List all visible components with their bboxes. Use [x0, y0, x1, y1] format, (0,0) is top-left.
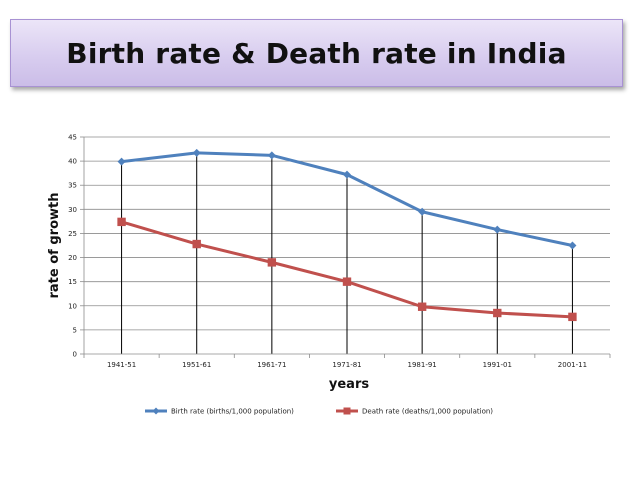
series-point-diamond	[493, 225, 502, 234]
y-tick-label: 15	[68, 278, 77, 286]
y-tick-label: 0	[73, 351, 77, 359]
y-tick-label: 5	[73, 326, 77, 334]
series-point-diamond	[343, 170, 351, 179]
x-tick-label: 2001-11	[558, 361, 587, 369]
y-tick-label: 25	[68, 230, 77, 238]
series-point-square	[342, 277, 352, 286]
series-point-square	[493, 308, 502, 318]
y-axis-title: rate of growth	[47, 193, 62, 299]
series-point-diamond	[152, 407, 160, 415]
series-point-square	[117, 217, 126, 227]
y-tick-label: 20	[68, 254, 77, 262]
x-tick-label: 1951-61	[182, 361, 211, 369]
legend-label: Birth rate (births/1,000 population)	[171, 408, 294, 416]
y-tick-label: 30	[68, 206, 77, 214]
series-point-square	[267, 258, 277, 267]
x-tick-label: 1991-01	[483, 361, 512, 369]
series-point-diamond	[568, 241, 577, 250]
y-tick-label: 40	[68, 158, 77, 166]
series-point-square	[417, 302, 427, 311]
page-title: Birth rate & Death rate in India	[66, 36, 567, 70]
chart-drop-lines	[121, 152, 573, 354]
chart-legend: Birth rate (births/1,000 population) Deat…	[145, 407, 493, 416]
x-tick-label: 1941-51	[107, 361, 136, 369]
chart-axes	[80, 136, 611, 358]
series-point-square	[343, 407, 351, 415]
chart-series	[117, 148, 577, 322]
series-point-diamond	[267, 151, 276, 160]
series-point-diamond	[192, 148, 201, 157]
y-tick-label: 10	[68, 302, 77, 310]
y-tick-label: 35	[68, 182, 77, 190]
x-tick-label: 1961-71	[257, 361, 286, 369]
y-tick-label: 45	[68, 134, 77, 142]
x-axis-title: years	[329, 377, 369, 392]
legend-label: Death rate (deaths/1,000 population)	[362, 408, 493, 416]
title-banner: Birth rate & Death rate in India	[10, 19, 623, 87]
chart-labels: 0 5 10 15 20 25 30 35 40 45 1941-51 1951-61 1961-71 1…	[47, 134, 587, 393]
series-point-square	[192, 239, 201, 249]
x-tick-label: 1971-81	[332, 361, 361, 369]
series-point-diamond	[117, 157, 126, 166]
x-tick-label: 1981-91	[408, 361, 437, 369]
series-death-rate	[117, 217, 577, 322]
series-birth-rate	[117, 148, 577, 250]
series-point-square	[568, 312, 577, 322]
series-point-diamond	[418, 207, 427, 216]
